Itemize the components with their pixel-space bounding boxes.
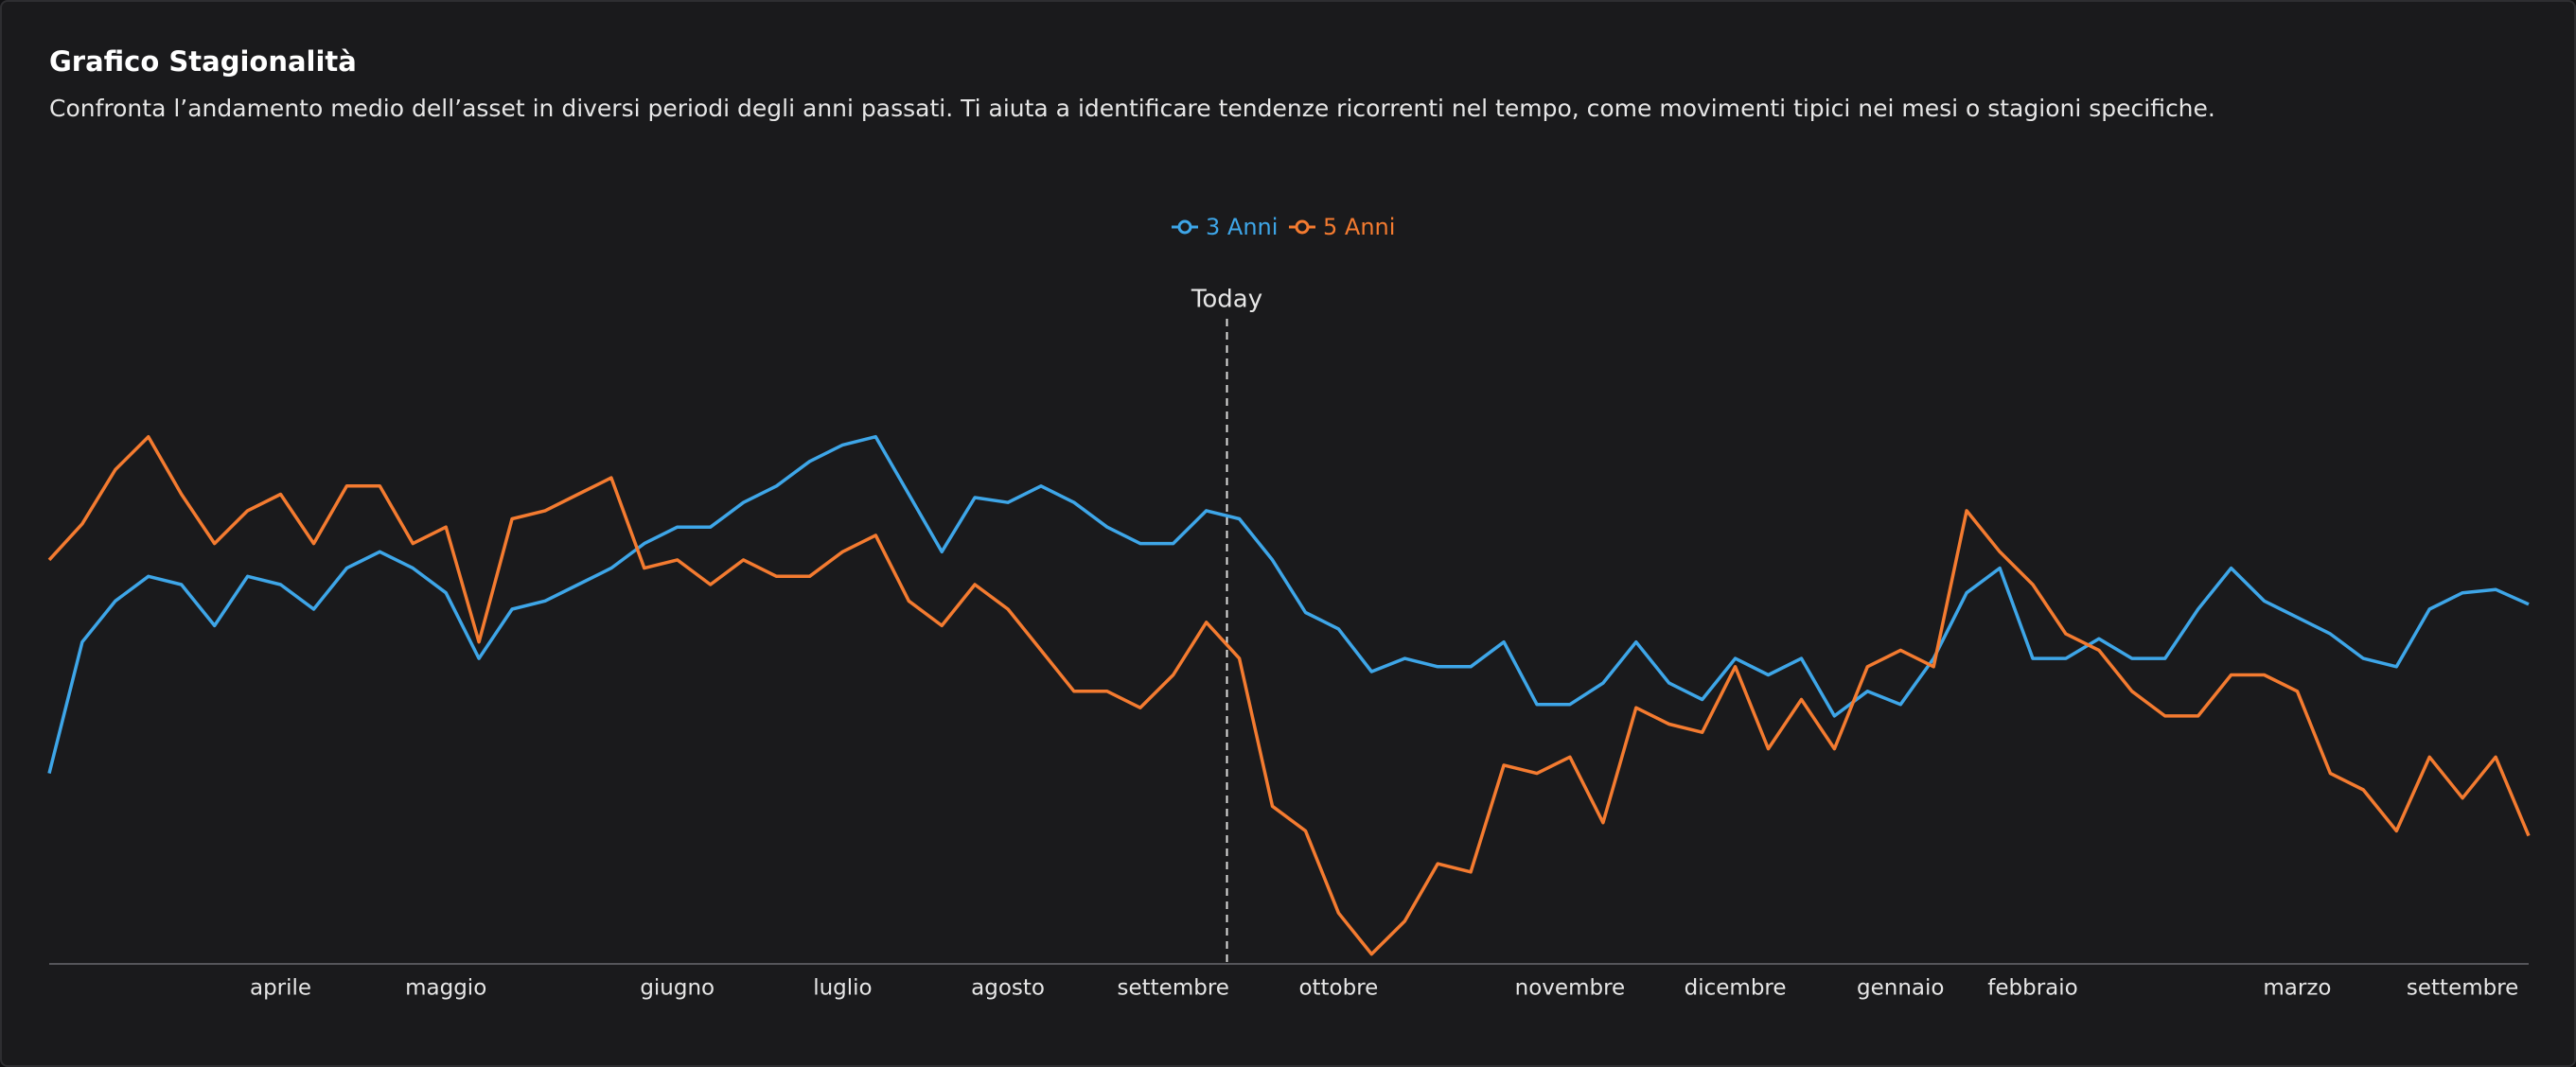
x-tick-label: luglio [813, 976, 872, 1001]
legend-marker [1177, 219, 1192, 235]
legend-marker [1295, 219, 1310, 235]
x-tick-label: dicembre [1685, 976, 1787, 1001]
series-line [47, 434, 2530, 775]
series-line [47, 434, 2531, 956]
x-tick-label: gennaio [1857, 976, 1944, 1001]
x-tick-label: maggio [405, 976, 486, 1001]
x-tick-label: febbraio [1987, 976, 2077, 1001]
x-tick-label: giugno [640, 976, 715, 1001]
today-label: Today [1191, 286, 1262, 314]
legend-label: 3 Anni [1206, 214, 1278, 240]
chart-subtitle: Confronta l’andamento medio dell’asset i… [49, 95, 2215, 122]
chart-title: Grafico Stagionalità [49, 45, 357, 78]
x-tick-label: settembre [2407, 976, 2518, 1001]
x-tick-label: settembre [1118, 976, 1229, 1001]
legend-label: 5 Anni [1323, 214, 1395, 240]
x-tick-label: ottobre [1298, 976, 1378, 1001]
x-tick-label: marzo [2263, 976, 2331, 1001]
x-tick-label: aprile [250, 976, 311, 1001]
x-tick-label: novembre [1515, 976, 1626, 1001]
x-tick-label: agosto [971, 976, 1045, 1001]
